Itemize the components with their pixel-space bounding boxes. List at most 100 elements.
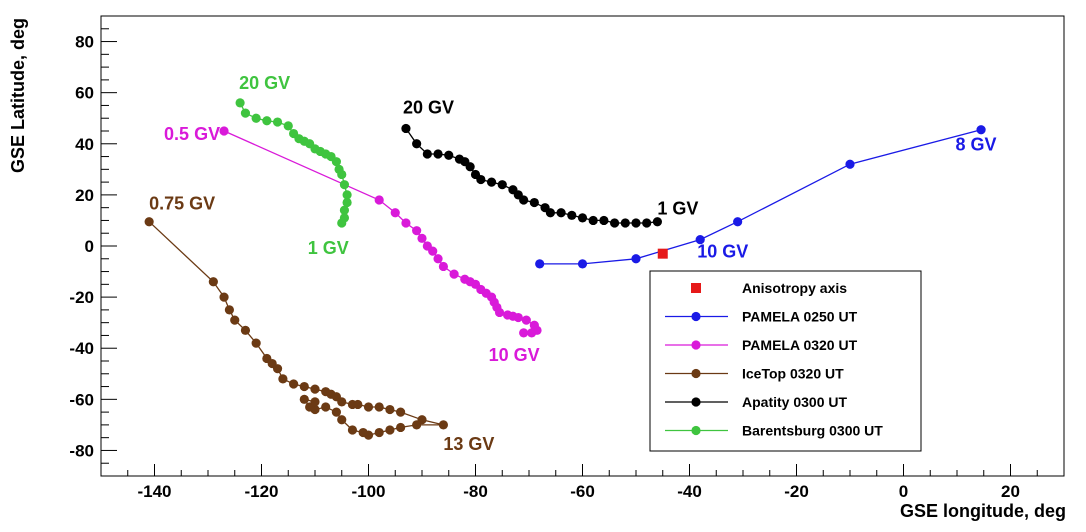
data-point (412, 420, 421, 429)
data-point (289, 379, 298, 388)
data-point (621, 218, 630, 227)
x-tick-label: -120 (244, 482, 278, 501)
legend: Anisotropy axis PAMELA 0250 UT PAMELA 0320… (650, 271, 921, 451)
series-line (540, 130, 981, 264)
data-point (610, 218, 619, 227)
series-annotation: 8 GV (956, 135, 997, 155)
x-tick-label: -140 (137, 482, 171, 501)
data-point (578, 259, 587, 268)
x-tick-label: 0 (899, 482, 908, 501)
data-point (535, 259, 544, 268)
series-annotation: 13 GV (443, 434, 494, 454)
legend-marker (691, 312, 700, 321)
data-point (519, 195, 528, 204)
legend-marker-anisotropy (691, 283, 701, 293)
data-point (219, 126, 228, 135)
data-point (337, 218, 346, 227)
data-point (385, 425, 394, 434)
data-point (642, 218, 651, 227)
data-point (412, 226, 421, 235)
data-point (340, 180, 349, 189)
data-point (557, 208, 566, 217)
data-point (976, 125, 985, 134)
data-point (428, 247, 437, 256)
data-point (433, 149, 442, 158)
data-point (337, 170, 346, 179)
data-point (578, 213, 587, 222)
data-point (252, 339, 261, 348)
data-point (476, 175, 485, 184)
data-point (433, 254, 442, 263)
data-point (444, 151, 453, 160)
series-2 (145, 217, 448, 440)
series-annotation: 20 GV (239, 73, 290, 93)
series-line (406, 128, 658, 223)
data-point (241, 326, 250, 335)
y-tick-label: -40 (69, 339, 94, 358)
data-point (332, 408, 341, 417)
data-point (599, 216, 608, 225)
data-point (337, 415, 346, 424)
data-point (439, 262, 448, 271)
data-point (364, 402, 373, 411)
data-point (466, 162, 475, 171)
data-point (321, 402, 330, 411)
anisotropy-axis-marker (658, 249, 668, 259)
series-annotation: 10 GV (489, 345, 540, 365)
y-tick-label: -60 (69, 390, 94, 409)
data-point (495, 308, 504, 317)
x-tick-label: 20 (1001, 482, 1020, 501)
x-tick-label: -20 (784, 482, 809, 501)
data-point (391, 208, 400, 217)
y-tick-label: -80 (69, 441, 94, 460)
data-point (262, 116, 271, 125)
legend-label: Barentsburg 0300 UT (742, 423, 883, 439)
y-axis-label: GSE Latitude, deg (8, 18, 28, 173)
data-point (375, 195, 384, 204)
data-point (310, 385, 319, 394)
data-point (546, 208, 555, 217)
y-tick-label: 60 (75, 84, 94, 103)
data-point (230, 316, 239, 325)
data-point (209, 277, 218, 286)
data-point (439, 420, 448, 429)
data-point (631, 254, 640, 263)
data-point (423, 149, 432, 158)
data-point (359, 428, 368, 437)
data-point (396, 423, 405, 432)
legend-label: IceTop 0320 UT (742, 366, 844, 382)
legend-label: Anisotropy axis (742, 280, 847, 296)
legend-marker (691, 426, 700, 435)
data-point (417, 234, 426, 243)
series-annotation: 1 GV (308, 238, 349, 258)
data-point (522, 316, 531, 325)
x-tick-label: -40 (677, 482, 702, 501)
legend-marker (691, 397, 700, 406)
data-point (310, 397, 319, 406)
x-tick-label: -60 (570, 482, 595, 501)
series-3 (401, 124, 662, 228)
legend-marker (691, 369, 700, 378)
series-annotation: 1 GV (657, 199, 698, 219)
data-point (733, 217, 742, 226)
series-annotation: 20 GV (403, 97, 454, 117)
data-point (845, 160, 854, 169)
data-point (487, 178, 496, 187)
data-point (631, 218, 640, 227)
data-point (236, 98, 245, 107)
y-tick-label: -20 (69, 288, 94, 307)
series-line (149, 222, 443, 435)
data-point (527, 328, 536, 337)
data-point (450, 270, 459, 279)
data-point (273, 364, 282, 373)
data-point (353, 400, 362, 409)
data-point (252, 114, 261, 123)
data-point (225, 305, 234, 314)
data-point (375, 428, 384, 437)
data-point (241, 109, 250, 118)
y-tick-label: 40 (75, 135, 94, 154)
y-tick-label: 20 (75, 186, 94, 205)
legend-marker (691, 340, 700, 349)
